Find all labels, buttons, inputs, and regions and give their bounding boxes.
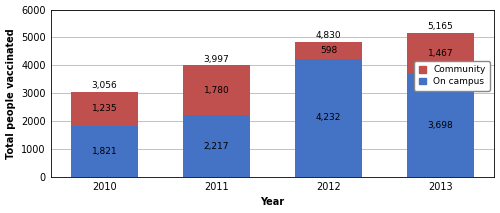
- Bar: [183, 65, 250, 115]
- Text: 598: 598: [320, 46, 337, 55]
- Text: 5,165: 5,165: [428, 22, 454, 31]
- Text: 4,232: 4,232: [316, 114, 341, 122]
- X-axis label: Year: Year: [260, 197, 284, 207]
- Text: 4,830: 4,830: [316, 31, 342, 40]
- Y-axis label: Total people vaccinated: Total people vaccinated: [6, 28, 16, 159]
- Bar: [183, 115, 250, 177]
- Text: 3,997: 3,997: [204, 55, 230, 63]
- Text: 1,235: 1,235: [92, 104, 117, 114]
- Bar: [71, 92, 138, 126]
- Text: 1,821: 1,821: [92, 147, 117, 156]
- Bar: [295, 42, 362, 59]
- Text: 1,780: 1,780: [204, 86, 230, 95]
- Text: 3,698: 3,698: [428, 121, 454, 130]
- Bar: [71, 126, 138, 177]
- Text: 3,056: 3,056: [92, 81, 118, 90]
- Bar: [407, 74, 474, 177]
- Bar: [407, 33, 474, 74]
- Legend: Community, On campus: Community, On campus: [414, 61, 490, 91]
- Bar: [295, 59, 362, 177]
- Text: 2,217: 2,217: [204, 142, 229, 151]
- Text: 1,467: 1,467: [428, 49, 454, 58]
